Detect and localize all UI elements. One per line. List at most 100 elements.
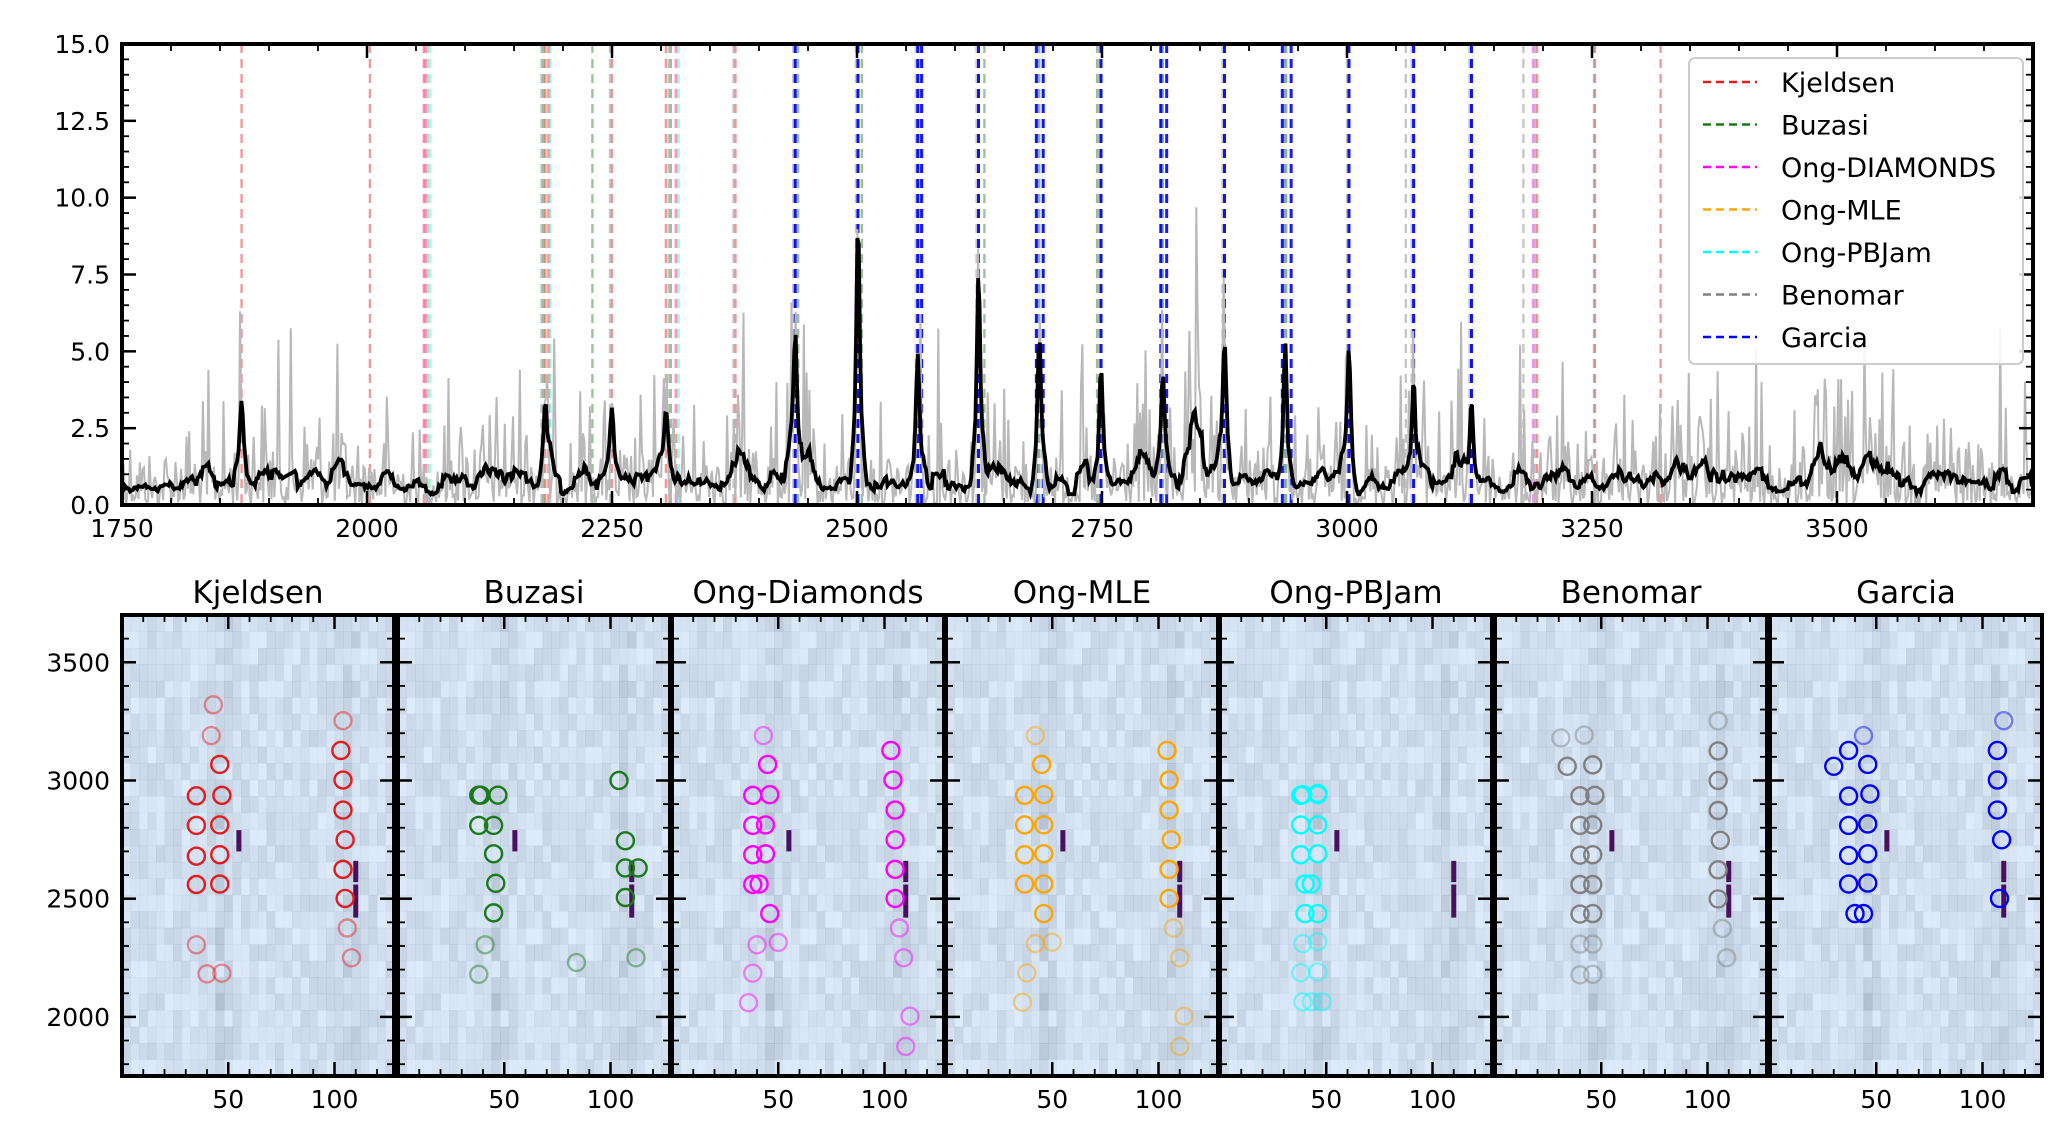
mode-marker <box>1708 741 1728 761</box>
mode-marker <box>212 963 232 983</box>
mode-marker <box>333 710 353 731</box>
mode-marker <box>1858 814 1878 834</box>
mode-marker <box>1570 904 1590 924</box>
mode-marker <box>1551 728 1571 748</box>
x-tick-label: 3000 <box>1315 514 1379 543</box>
mode-marker <box>212 785 232 806</box>
mode-marker <box>1159 770 1179 790</box>
mode-marker <box>1291 962 1311 983</box>
mode-marker <box>186 815 207 836</box>
mode-marker <box>768 932 788 953</box>
mode-marker <box>333 859 353 880</box>
panel-title: Ong-MLE <box>1013 575 1152 611</box>
mode-marker <box>1583 845 1603 865</box>
mode-marker <box>1308 932 1328 952</box>
mode-marker <box>1570 934 1590 954</box>
mode-marker <box>210 874 230 894</box>
mode-marker <box>1853 725 1874 746</box>
x-tick-label: 100 <box>861 1085 909 1114</box>
mode-marker <box>1838 786 1859 806</box>
mode-marker <box>885 830 905 850</box>
echelle-panel-ong-diamonds: Ong-Diamonds 50 100 <box>670 575 946 1114</box>
power-ridge-mark <box>903 884 909 918</box>
mode-marker <box>1295 903 1315 924</box>
mode-marker <box>749 874 769 894</box>
mode-marker <box>1708 770 1728 791</box>
echelle-panel-ong-mle: Ong-MLE 50 100 <box>944 575 1220 1114</box>
mode-marker <box>1014 815 1035 835</box>
mode-marker <box>1025 725 1045 746</box>
legend: Kjeldsen Buzasi Ong-DIAMONDS Ong-MLE Ong-PBJ… <box>1688 57 2024 365</box>
mode-marker <box>1012 992 1033 1012</box>
mode-marker <box>1570 874 1590 895</box>
mode-marker <box>615 887 636 908</box>
mode-marker <box>1987 770 2008 790</box>
mode-marker <box>755 844 776 864</box>
power-ridge-mark <box>1884 830 1890 852</box>
mode-marker <box>1308 815 1328 835</box>
x-tick-label: 3500 <box>1805 514 1869 543</box>
mode-marker <box>333 800 353 820</box>
x-tick-label: 100 <box>311 1085 359 1114</box>
mode-marker <box>1860 784 1880 804</box>
mode-marker <box>186 874 207 895</box>
x-tick-label: 50 <box>488 1085 520 1114</box>
power-ridge-mark <box>1334 830 1340 852</box>
x-tick-label: 50 <box>1310 1085 1342 1114</box>
echelle-panel-benomar: Benomar 50 100 <box>1493 575 1769 1114</box>
mode-marker <box>1710 830 1730 850</box>
mode-marker <box>1170 948 1190 968</box>
mode-marker <box>1161 830 1181 850</box>
power-ridge-mark <box>1726 884 1732 918</box>
x-tick-label: 1750 <box>90 514 154 543</box>
y-tick-label: 5.0 <box>70 337 110 366</box>
mode-marker <box>1295 874 1315 894</box>
mode-marker <box>341 948 362 968</box>
power-ridge-mark <box>1177 884 1183 918</box>
panel-title: Buzasi <box>484 575 585 611</box>
mode-marker <box>1570 965 1590 985</box>
legend-entry-label: Kjeldsen <box>1781 68 1895 99</box>
x-tick-label: 2500 <box>825 514 889 543</box>
x-tick-label: 100 <box>1135 1085 1183 1114</box>
mode-marker <box>1017 963 1037 983</box>
mode-marker <box>747 935 767 955</box>
mode-marker <box>1301 874 1322 894</box>
y-tick-label: 2500 <box>46 885 110 914</box>
x-tick-label: 2250 <box>580 514 644 543</box>
power-ridge-mark <box>353 860 359 883</box>
echelle-panel-ong-pbjam: Ong-PBJam 50 100 <box>1218 575 1494 1114</box>
spectrum-panel: 1750 2000 2250 2500 2750 3000 3250 3500 0.0 2.5 5.… <box>54 30 2035 543</box>
mode-marker <box>1557 756 1577 777</box>
mode-marker <box>1989 888 2010 909</box>
power-ridge-mark <box>1609 830 1615 852</box>
panel-title: Kjeldsen <box>192 575 323 611</box>
mode-marker <box>1583 815 1603 835</box>
power-ridge-mark <box>1451 860 1457 883</box>
power-ridge-mark <box>786 830 792 852</box>
panel-title: Ong-PBJam <box>1269 575 1442 611</box>
legend-entry-label: Benomar <box>1781 281 1905 312</box>
mode-marker <box>753 725 774 746</box>
mode-marker <box>1308 844 1328 864</box>
power-ridge-mark <box>2001 884 2007 918</box>
mode-marker <box>1159 888 1179 909</box>
mode-marker <box>1042 932 1062 952</box>
mode-marker <box>1312 992 1332 1012</box>
power-ridge-mark <box>1451 884 1457 918</box>
mode-marker <box>210 754 230 775</box>
x-tick-label: 3250 <box>1560 514 1624 543</box>
x-tick-label: 100 <box>1959 1085 2007 1114</box>
echelle-panels: Kjeldsen 50 100 2000 2500 3000 3500 Buzasi 50 100… <box>46 575 2044 1114</box>
echelle-panel-kjeldsen: Kjeldsen 50 100 2000 2500 3000 3500 <box>46 575 396 1114</box>
mode-marker <box>1583 934 1603 954</box>
mode-marker <box>1994 710 2014 731</box>
legend-entry-label: Buzasi <box>1781 111 1869 142</box>
mode-marker <box>197 964 217 984</box>
mode-marker <box>1712 918 1733 939</box>
mode-marker <box>337 918 357 938</box>
x-tick-label: 50 <box>1585 1085 1617 1114</box>
mode-marker <box>335 888 355 909</box>
mode-marker <box>1708 800 1728 821</box>
